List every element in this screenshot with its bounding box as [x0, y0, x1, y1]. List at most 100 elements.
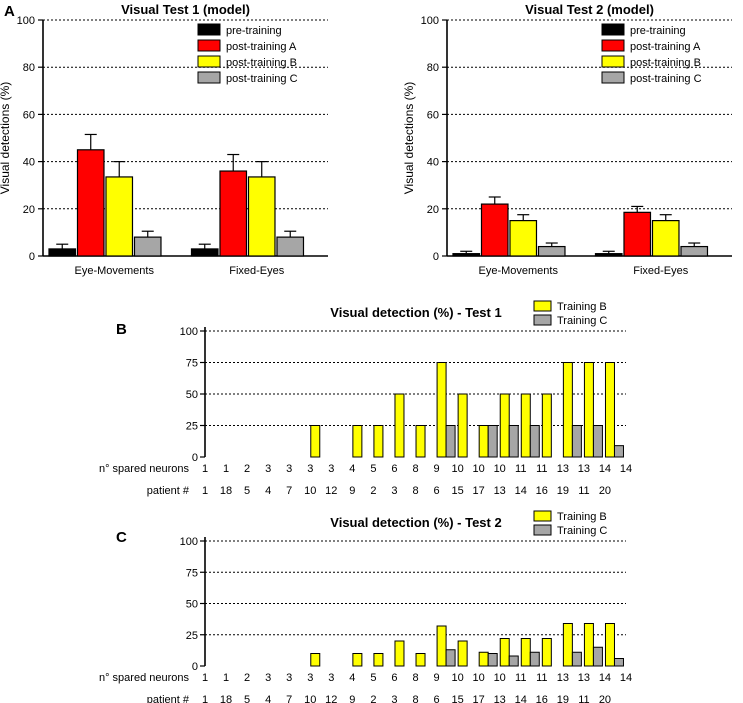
- spared-neurons-label: 3: [328, 463, 334, 475]
- bar-training-c-patient-6: [445, 649, 456, 667]
- bar-pre-training-eye-movements: [48, 248, 77, 257]
- legend-label-training-c: Training C: [557, 525, 607, 537]
- y-tick-label-0: 0: [433, 251, 439, 263]
- bar-training-b-patient-16: [541, 638, 552, 667]
- patient-label: 14: [515, 485, 527, 497]
- bar-post-training-a-eye-movements: [480, 203, 509, 257]
- legend-swatch-pre-training: [601, 23, 625, 36]
- patient-label: 17: [473, 485, 485, 497]
- patient-label: 12: [325, 694, 337, 703]
- bar-training-b-patient-20: [604, 362, 615, 458]
- bar-post-training-b-fixed-eyes: [651, 220, 680, 257]
- spared-neurons-label: 3: [265, 463, 271, 475]
- bar-training-c-patient-13: [508, 425, 519, 458]
- bar-post-training-c-eye-movements: [537, 245, 566, 257]
- patient-label: 8: [412, 694, 418, 703]
- y-tick-label-20: 20: [23, 204, 35, 216]
- bar-training-b-patient-8: [415, 425, 426, 458]
- legend-label-training-c: Training C: [557, 315, 607, 327]
- bar-training-c-patient-11: [592, 646, 603, 667]
- bar-training-b-patient-13: [499, 638, 510, 667]
- bar-training-b-patient-9: [352, 425, 363, 458]
- bar-training-b-patient-11: [583, 362, 594, 458]
- patient-label: 11: [578, 694, 589, 703]
- bar-post-training-c-fixed-eyes: [680, 245, 709, 257]
- y-tick-label-80: 80: [427, 62, 439, 74]
- patient-label: 2: [370, 694, 376, 703]
- patient-label: 19: [557, 694, 569, 703]
- patient-label: 2: [370, 485, 376, 497]
- legend-label-training-b: Training B: [557, 301, 607, 313]
- patient-label: 4: [265, 694, 271, 703]
- spared-neurons-label: 13: [557, 463, 569, 475]
- spared-neurons-label: 8: [412, 672, 418, 684]
- patient-label: 17: [473, 694, 485, 703]
- spared-neurons-label: 9: [433, 672, 439, 684]
- legend-label-pre-training: pre-training: [226, 25, 282, 37]
- y-tick-label-40: 40: [427, 157, 439, 169]
- legend-swatch-training-b: [533, 300, 552, 312]
- row-label-patient: patient #: [147, 485, 190, 497]
- legend-swatch-post-training-c: [601, 71, 625, 84]
- bar-training-b-patient-8: [415, 653, 426, 667]
- bar-post-training-b-eye-movements: [105, 176, 134, 257]
- y-tick-label-75: 75: [186, 567, 198, 579]
- y-tick-label-25: 25: [186, 421, 198, 433]
- patient-label: 6: [433, 485, 439, 497]
- chart-visual-test-1: Visual Test 1 (model) 0 20 40 60 80 100 Visual …: [0, 2, 328, 277]
- patient-label: 15: [451, 485, 463, 497]
- bar-training-b-patient-19: [562, 362, 573, 458]
- row-label-spared-neurons: n° spared neurons: [99, 463, 190, 475]
- chart-title: Visual detection (%) - Test 1: [330, 305, 501, 320]
- chart-detection-test-1: Visual detection (%) - Test 10255075100n…: [99, 300, 632, 497]
- y-tick-label-50: 50: [186, 599, 198, 611]
- bar-training-b-patient-15: [457, 640, 468, 667]
- bar-training-b-patient-2: [373, 653, 384, 667]
- bar-training-b-patient-10: [310, 653, 321, 667]
- patient-label: 5: [244, 485, 250, 497]
- panel-label-a: A: [4, 3, 15, 20]
- legend-swatch-training-c: [533, 314, 552, 326]
- chart-detection-test-2: Visual detection (%) - Test 20255075100n…: [99, 510, 632, 703]
- bar-training-b-patient-16: [541, 393, 552, 458]
- bar-training-b-patient-14: [520, 393, 531, 458]
- bar-training-b-patient-3: [394, 640, 405, 667]
- spared-neurons-label: 11: [536, 463, 547, 475]
- patient-label: 3: [391, 485, 397, 497]
- spared-neurons-label: 13: [578, 463, 590, 475]
- y-tick-label-40: 40: [23, 157, 35, 169]
- legend-label-post-training-c: post-training C: [630, 73, 702, 85]
- y-tick-label-75: 75: [186, 358, 198, 370]
- category-label-eye-movements: Eye-Movements: [479, 265, 559, 277]
- spared-neurons-label: 11: [536, 672, 547, 684]
- legend-label-post-training-b: post-training B: [630, 57, 701, 69]
- panel-label-b: B: [116, 321, 127, 338]
- bar-training-b-patient-15: [457, 393, 468, 458]
- bar-training-b-patient-2: [373, 425, 384, 458]
- spared-neurons-label: 11: [515, 463, 526, 475]
- spared-neurons-label: 5: [370, 463, 376, 475]
- y-tick-label-60: 60: [23, 109, 35, 121]
- y-tick-label-60: 60: [427, 109, 439, 121]
- spared-neurons-label: 10: [451, 463, 463, 475]
- legend-label-training-b: Training B: [557, 511, 607, 523]
- legend-swatch-post-training-a: [197, 39, 221, 52]
- spared-neurons-label: 10: [494, 463, 506, 475]
- spared-neurons-label: 14: [620, 463, 632, 475]
- bar-post-training-a-eye-movements: [76, 149, 105, 257]
- category-label-fixed-eyes: Fixed-Eyes: [633, 265, 689, 277]
- spared-neurons-label: 9: [433, 463, 439, 475]
- spared-neurons-label: 13: [557, 672, 569, 684]
- spared-neurons-label: 14: [599, 463, 611, 475]
- legend-label-pre-training: pre-training: [630, 25, 686, 37]
- y-tick-label-20: 20: [427, 204, 439, 216]
- spared-neurons-label: 3: [286, 463, 292, 475]
- spared-neurons-label: 13: [578, 672, 590, 684]
- patient-label: 12: [325, 485, 337, 497]
- bar-training-c-patient-19: [571, 651, 582, 667]
- spared-neurons-label: 2: [244, 672, 250, 684]
- spared-neurons-label: 11: [515, 672, 526, 684]
- bar-training-b-patient-3: [394, 393, 405, 458]
- bar-training-b-patient-17: [478, 651, 489, 667]
